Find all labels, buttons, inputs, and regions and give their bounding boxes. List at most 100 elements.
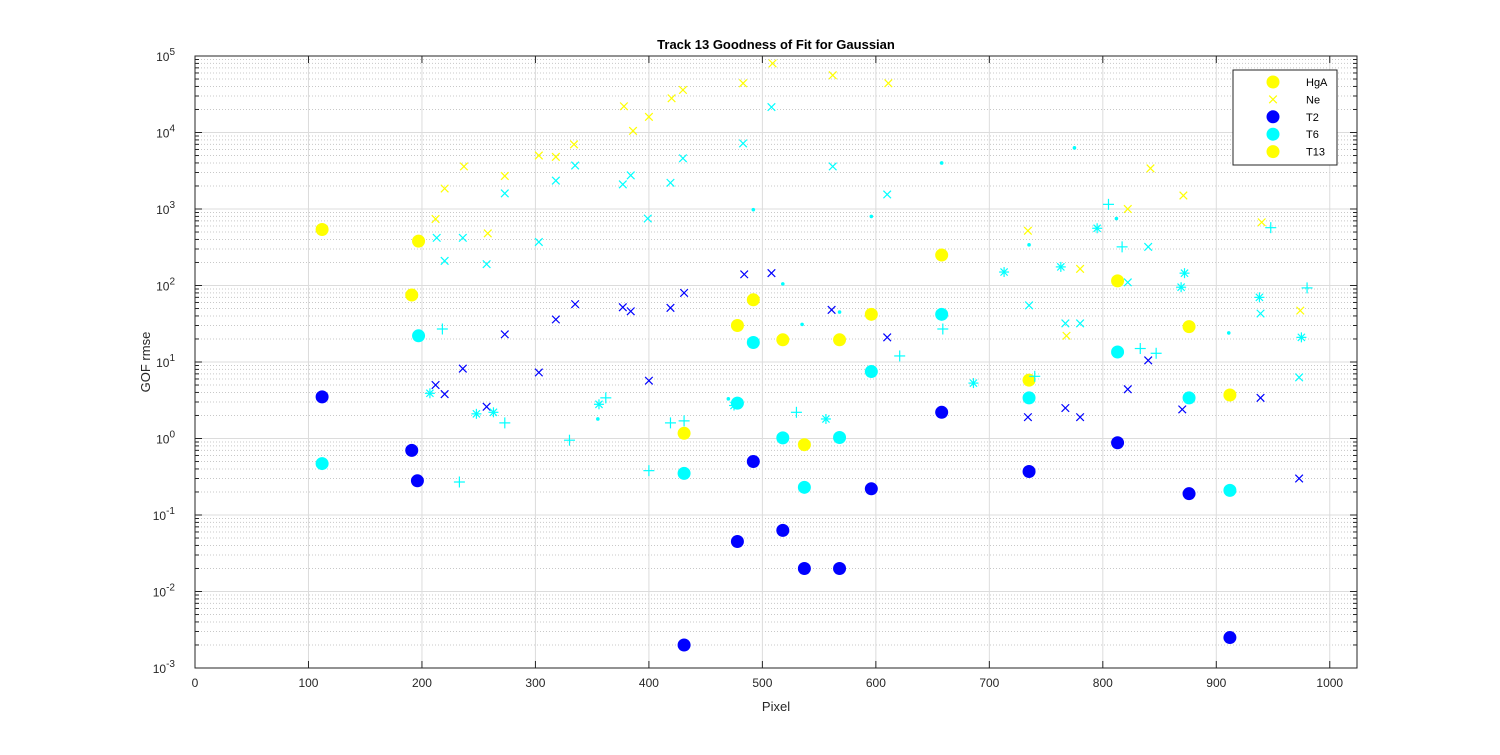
data-point xyxy=(776,333,790,347)
series-4 xyxy=(432,102,1304,382)
data-point xyxy=(500,189,510,198)
legend-label: Ne xyxy=(1306,94,1320,106)
y-tick-label: 102 xyxy=(156,277,175,294)
data-point xyxy=(440,389,449,399)
data-point-stroke xyxy=(618,303,628,312)
data-point xyxy=(864,365,878,379)
data-point-shape xyxy=(1182,487,1196,501)
y-tick-label: 10-3 xyxy=(153,659,176,676)
data-point xyxy=(1265,222,1277,234)
data-point-stroke xyxy=(618,180,628,189)
data-point xyxy=(1294,474,1304,483)
data-point-stroke xyxy=(1179,191,1188,200)
data-point xyxy=(1256,393,1265,403)
data-point-stroke xyxy=(1023,226,1033,235)
chart-title: Track 13 Goodness of Fit for Gaussian xyxy=(657,37,895,52)
data-point xyxy=(781,282,785,286)
data-point-stroke xyxy=(431,380,440,390)
legend-marker-shape xyxy=(1266,110,1280,124)
data-point-shape xyxy=(730,396,744,410)
data-point xyxy=(1179,268,1190,279)
data-point xyxy=(837,310,842,314)
data-point xyxy=(1111,345,1125,359)
data-point-stroke xyxy=(644,112,654,122)
data-point xyxy=(1116,241,1128,253)
series-7 xyxy=(424,223,1307,424)
data-point-stroke xyxy=(489,408,498,417)
data-point-stroke xyxy=(534,368,544,377)
data-point xyxy=(833,333,847,347)
data-point xyxy=(677,426,691,440)
data-point-stroke xyxy=(1062,331,1071,341)
data-point-stroke xyxy=(1075,264,1085,274)
data-point xyxy=(1023,226,1033,235)
data-point-shape xyxy=(797,480,811,494)
data-point xyxy=(935,307,949,321)
data-point-stroke xyxy=(678,154,688,163)
data-point xyxy=(828,162,837,171)
data-point-shape xyxy=(405,443,419,457)
legend-marker xyxy=(1266,127,1280,141)
data-point xyxy=(1150,347,1162,359)
data-point-stroke xyxy=(666,303,675,313)
data-point xyxy=(1114,216,1119,221)
data-point xyxy=(729,400,740,411)
data-point-stroke xyxy=(827,305,836,315)
data-point xyxy=(643,465,655,477)
data-point xyxy=(1022,373,1036,387)
data-point xyxy=(746,335,760,349)
legend-marker xyxy=(1268,95,1278,104)
data-point xyxy=(551,315,561,324)
data-point-stroke xyxy=(1297,333,1306,342)
x-tick-label: 200 xyxy=(412,676,432,690)
data-point-stroke xyxy=(767,102,776,112)
data-point xyxy=(738,139,748,148)
legend-marker-shape xyxy=(1266,127,1280,141)
data-point xyxy=(1176,282,1187,293)
data-point xyxy=(405,443,419,457)
data-point-stroke xyxy=(483,229,492,238)
data-point xyxy=(424,388,435,399)
data-point xyxy=(1024,301,1034,310)
legend-marker-shape xyxy=(1266,145,1280,159)
data-point-shape xyxy=(800,322,804,327)
data-point-stroke xyxy=(1256,393,1265,403)
data-point xyxy=(431,214,440,224)
data-point xyxy=(1178,405,1187,414)
data-point-shape xyxy=(1022,465,1036,479)
data-point xyxy=(315,390,329,404)
data-point xyxy=(431,380,440,390)
data-point xyxy=(1296,306,1305,315)
data-point-stroke xyxy=(738,139,748,148)
data-point xyxy=(1075,412,1085,422)
data-point xyxy=(882,190,892,199)
data-point-shape xyxy=(1111,436,1125,450)
data-point xyxy=(768,59,777,68)
data-point xyxy=(483,229,492,238)
series-0 xyxy=(315,390,1237,652)
data-point xyxy=(746,293,760,307)
data-point xyxy=(440,184,449,193)
series-6 xyxy=(436,198,1313,488)
data-point xyxy=(1055,261,1066,272)
data-point-stroke xyxy=(551,152,561,162)
data-point xyxy=(833,561,847,575)
data-point-stroke xyxy=(1257,218,1266,227)
data-point-shape xyxy=(677,638,691,652)
data-point xyxy=(1061,403,1070,413)
data-point xyxy=(1023,412,1033,422)
x-tick-label: 600 xyxy=(866,676,886,690)
data-point xyxy=(626,171,635,180)
data-point-stroke xyxy=(440,389,449,399)
data-point-stroke xyxy=(740,270,749,279)
data-point-stroke xyxy=(1143,356,1153,365)
data-point xyxy=(797,480,811,494)
data-point-shape xyxy=(315,222,329,236)
data-point-stroke xyxy=(440,184,449,193)
data-point xyxy=(1143,242,1153,252)
data-point-shape xyxy=(1223,631,1237,645)
y-tick-label: 100 xyxy=(156,430,175,447)
data-point xyxy=(628,126,638,136)
data-point xyxy=(500,330,510,339)
data-point-stroke xyxy=(626,307,635,316)
